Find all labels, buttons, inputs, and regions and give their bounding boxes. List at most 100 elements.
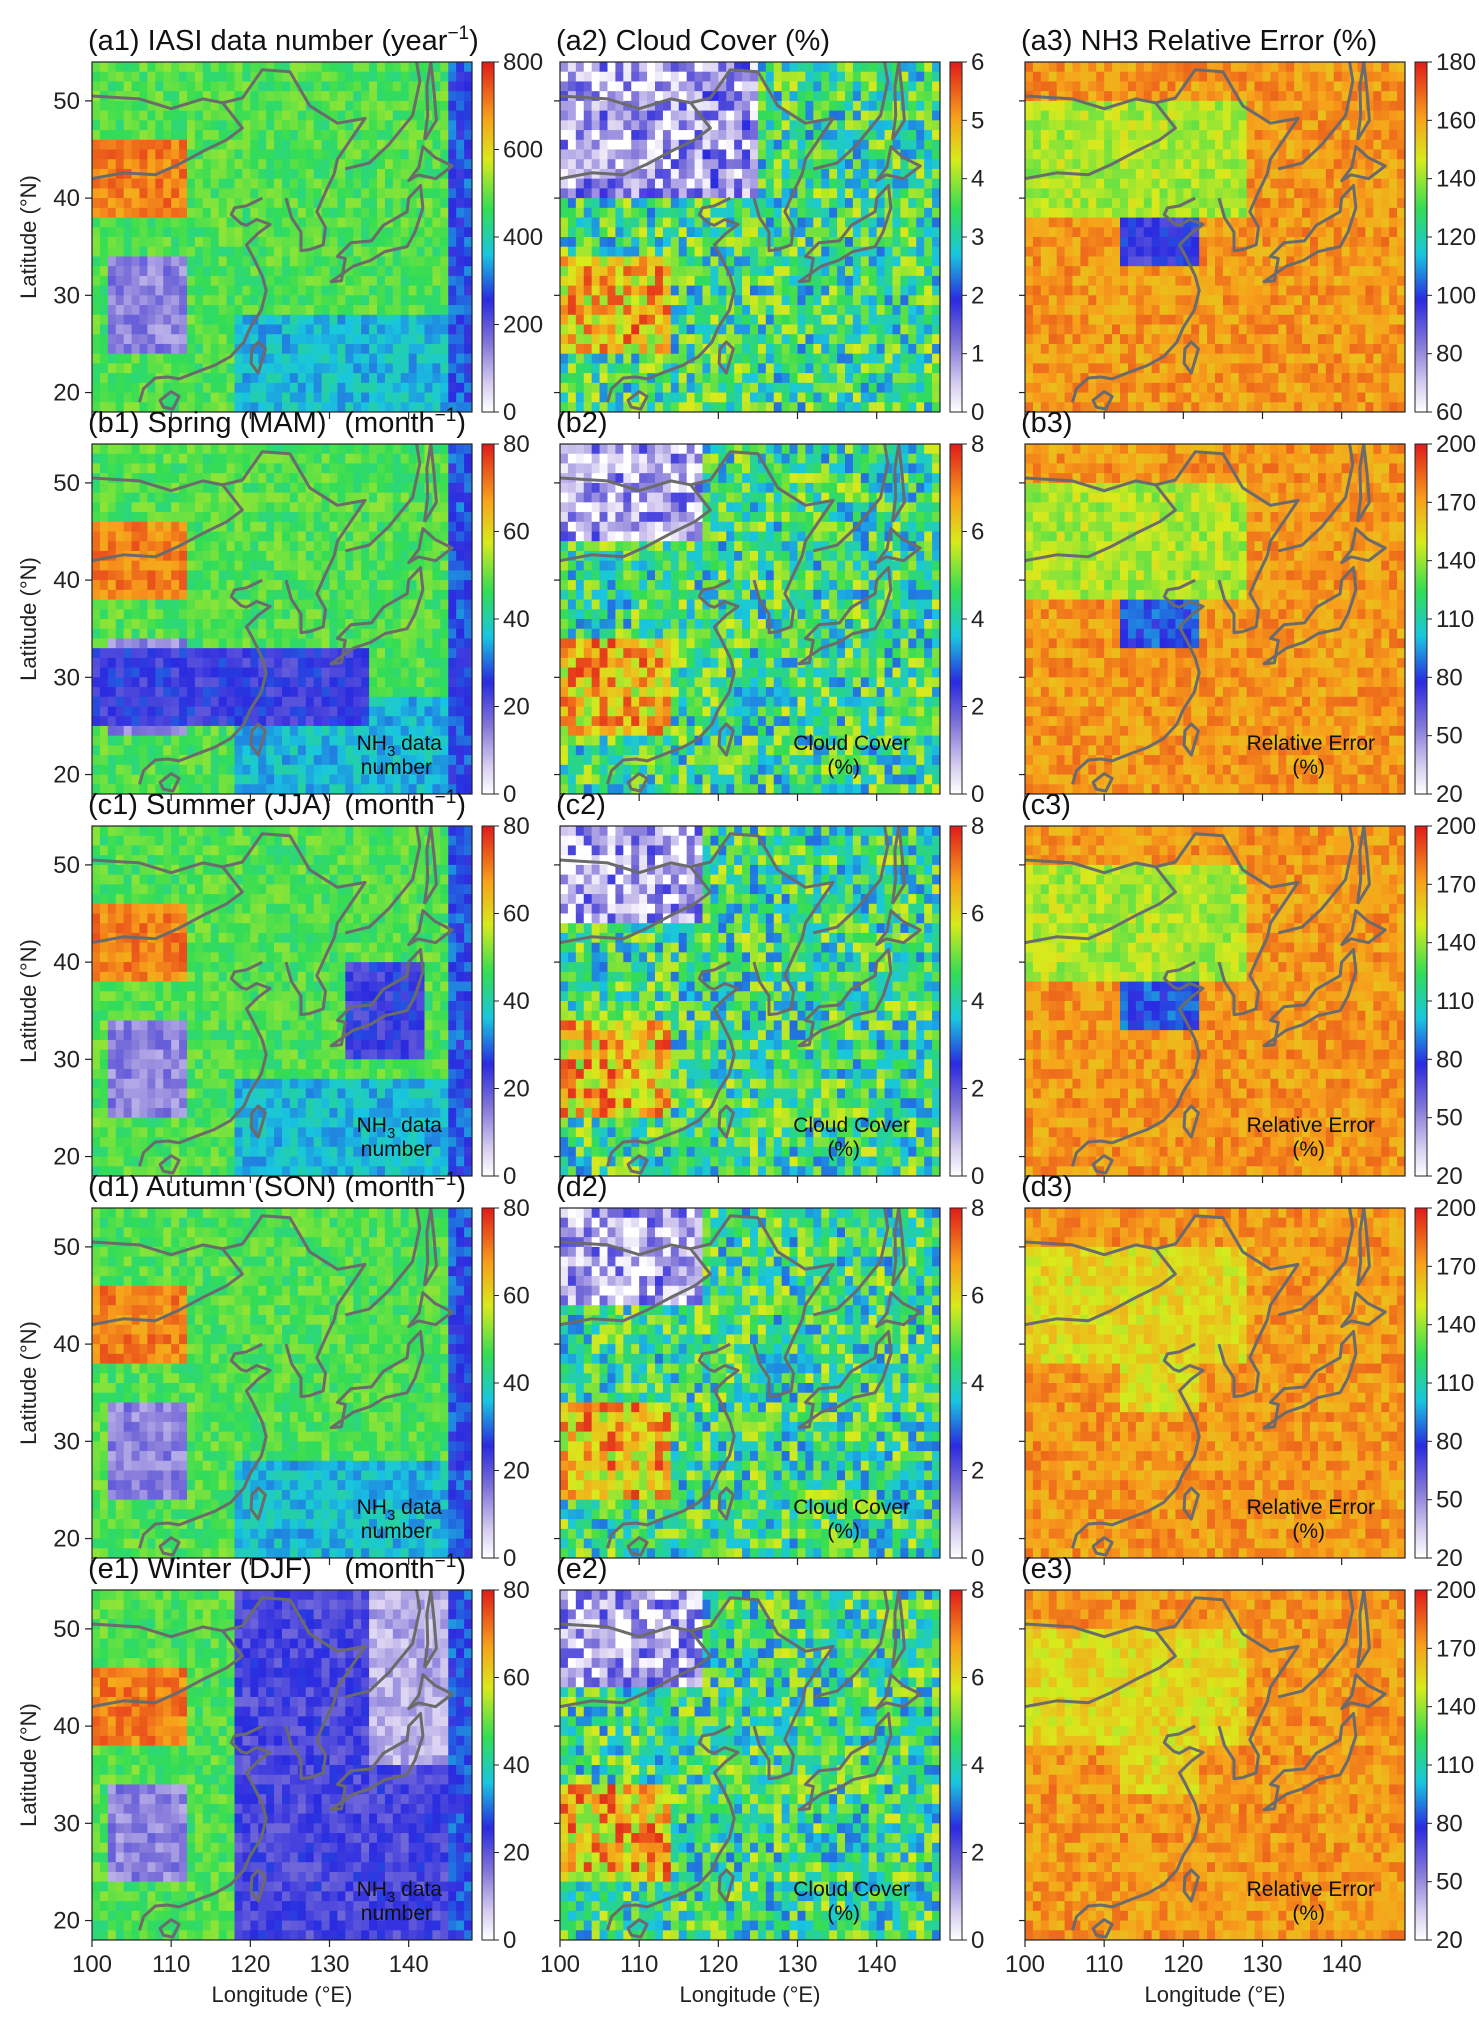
heatmap-cell xyxy=(623,237,632,248)
heatmap-cell xyxy=(932,324,940,335)
heatmap-cell xyxy=(147,110,156,121)
heatmap-cell xyxy=(416,237,426,248)
heatmap-cell xyxy=(575,71,585,83)
heatmap-cell xyxy=(639,295,648,306)
heatmap-cell xyxy=(924,159,933,170)
heatmap-cell xyxy=(1040,382,1050,394)
heatmap-cell xyxy=(757,353,767,364)
heatmap-cell xyxy=(210,149,220,160)
heatmap-cell xyxy=(131,314,141,326)
heatmap-cell xyxy=(1222,324,1232,335)
heatmap-cell xyxy=(171,217,180,228)
heatmap-cell xyxy=(718,149,727,160)
heatmap-cell xyxy=(210,275,220,287)
heatmap-cell xyxy=(1143,305,1153,316)
heatmap-cell xyxy=(845,314,854,326)
heatmap-cell xyxy=(1056,198,1066,209)
heatmap-cell xyxy=(242,285,251,296)
heatmap-cell xyxy=(1072,285,1082,296)
heatmap-cell xyxy=(821,305,830,316)
heatmap-cell xyxy=(845,62,854,73)
heatmap-cell xyxy=(718,100,727,112)
heatmap-cell xyxy=(694,81,704,92)
heatmap-cell xyxy=(607,110,617,121)
heatmap-cell xyxy=(337,139,346,151)
heatmap-cell xyxy=(575,324,585,335)
heatmap-cell xyxy=(900,217,909,228)
heatmap-cell xyxy=(876,91,886,102)
heatmap-cell xyxy=(615,71,624,83)
heatmap-cell xyxy=(1135,402,1145,412)
heatmap-cell xyxy=(781,285,791,296)
heatmap-cell xyxy=(400,373,410,384)
heatmap-cell xyxy=(718,285,727,296)
heatmap-cell xyxy=(313,275,323,287)
heatmap-cell xyxy=(440,62,449,73)
heatmap-cell xyxy=(670,120,680,131)
heatmap-cell xyxy=(448,207,457,219)
heatmap-cell xyxy=(1048,295,1058,306)
heatmap-cell xyxy=(258,207,267,219)
heatmap-cell xyxy=(1207,295,1216,306)
heatmap-cell xyxy=(187,207,196,219)
heatmap-cell xyxy=(123,314,133,326)
heatmap-cell xyxy=(623,120,632,131)
heatmap-cell xyxy=(377,343,386,355)
heatmap-cell xyxy=(623,256,632,267)
heatmap-cell xyxy=(1127,217,1137,228)
heatmap-cell xyxy=(1025,266,1034,277)
colorbar-tick-label: 2 xyxy=(971,282,984,309)
heatmap-cell xyxy=(440,188,449,199)
heatmap-cell xyxy=(1262,227,1272,238)
heatmap-cell xyxy=(424,237,434,248)
heatmap-cell xyxy=(171,168,180,180)
heatmap-cell xyxy=(282,256,291,267)
heatmap-cell xyxy=(845,246,854,258)
heatmap-cell xyxy=(583,227,593,238)
heatmap-cell xyxy=(655,246,664,258)
heatmap-cell xyxy=(1096,168,1105,180)
heatmap-cell xyxy=(1191,392,1200,403)
heatmap-cell xyxy=(242,363,251,374)
heatmap-cell xyxy=(416,266,426,277)
heatmap-cell xyxy=(305,275,315,287)
heatmap-cell xyxy=(353,168,362,180)
heatmap-cell xyxy=(670,91,680,102)
heatmap-cell xyxy=(1310,149,1319,160)
heatmap-cell xyxy=(718,81,727,92)
heatmap-cell xyxy=(678,207,688,219)
heatmap-cell xyxy=(234,149,244,160)
heatmap-cell xyxy=(560,100,569,112)
heatmap-cell xyxy=(258,237,267,248)
heatmap-cell xyxy=(813,275,822,287)
heatmap-cell xyxy=(1143,149,1153,160)
heatmap-cell xyxy=(599,373,609,384)
heatmap-cell xyxy=(1254,266,1264,277)
heatmap-cell xyxy=(1088,295,1097,306)
heatmap-cell xyxy=(353,149,362,160)
heatmap-cell xyxy=(163,178,172,189)
heatmap-cell xyxy=(464,402,472,412)
heatmap-cell xyxy=(805,100,814,112)
heatmap-cell xyxy=(1317,100,1327,112)
heatmap-cell xyxy=(123,227,133,238)
heatmap-cell xyxy=(282,343,291,355)
heatmap-cell xyxy=(464,81,472,92)
heatmap-cell xyxy=(202,402,212,412)
heatmap-cell xyxy=(710,246,719,258)
heatmap-cell xyxy=(813,149,822,160)
heatmap-cell xyxy=(773,343,783,355)
heatmap-cell xyxy=(305,382,315,394)
heatmap-cell xyxy=(179,275,188,287)
heatmap-cell xyxy=(1120,198,1129,209)
heatmap-cell xyxy=(337,285,346,296)
heatmap-cell xyxy=(789,100,799,112)
heatmap-cell xyxy=(1254,62,1264,73)
heatmap-cell xyxy=(599,62,609,73)
heatmap-cell xyxy=(400,110,410,121)
heatmap-cell xyxy=(1096,207,1105,219)
heatmap-cell xyxy=(226,198,236,209)
heatmap-cell xyxy=(400,139,410,151)
heatmap-cell xyxy=(1175,159,1184,170)
heatmap-cell xyxy=(361,373,370,384)
